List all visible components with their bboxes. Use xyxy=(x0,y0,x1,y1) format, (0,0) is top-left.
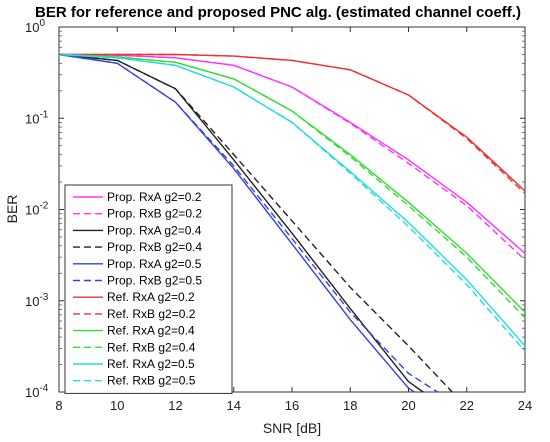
x-tick-label: 10 xyxy=(110,398,124,413)
legend-entry: Ref. RxA g2=0.5 xyxy=(107,357,195,371)
series-line-8 xyxy=(59,53,526,194)
legend-entry: Prop. RxA g2=0.2 xyxy=(107,190,202,204)
y-tick-label: 10-1 xyxy=(25,109,49,126)
y-tick-label: 100 xyxy=(25,18,45,35)
legend-entry: Prop. RxB g2=0.5 xyxy=(107,274,202,288)
x-tick-label: 16 xyxy=(285,398,299,413)
legend: Prop. RxA g2=0.2 Prop. RxB g2=0.2 Prop. Rx… xyxy=(64,184,233,394)
x-tick-label: 18 xyxy=(343,398,357,413)
legend-entry: Ref. RxA g2=0.2 xyxy=(107,290,195,304)
legend-entry: Prop. RxA g2=0.5 xyxy=(107,257,202,271)
legend-entry: Ref. RxB g2=0.4 xyxy=(107,340,196,354)
series-line-6 xyxy=(58,53,438,393)
y-tick-label: 10-2 xyxy=(25,201,49,218)
legend-entry: Ref. RxB g2=0.5 xyxy=(107,374,196,388)
series-line-10 xyxy=(58,53,526,319)
series-line-2 xyxy=(58,53,526,261)
legend-box xyxy=(64,184,233,394)
x-tick-label: 20 xyxy=(401,398,415,413)
x-tick-label: 24 xyxy=(518,398,532,413)
x-tick-label: 22 xyxy=(460,398,474,413)
x-tick-label: 14 xyxy=(227,398,241,413)
chart-title: BER for reference and proposed PNC alg. … xyxy=(35,4,521,21)
series-line-4 xyxy=(58,53,453,393)
x-axis-label: SNR [dB] xyxy=(263,420,321,436)
series-line-12 xyxy=(58,53,526,352)
x-tick-label: 12 xyxy=(168,398,182,413)
axis-ticks: 8 10 12 14 16 18 20 22 24 100 10-1 10-2 10-3 10-4 xyxy=(25,18,532,413)
x-tick-label: 8 xyxy=(55,398,62,413)
series-layer xyxy=(58,53,526,393)
legend-entry: Ref. RxB g2=0.2 xyxy=(107,307,196,321)
legend-entry: Prop. RxA g2=0.4 xyxy=(107,223,202,237)
legend-entry: Ref. RxA g2=0.4 xyxy=(107,324,195,338)
y-axis-label: BER xyxy=(4,195,20,224)
legend-entry: Prop. RxB g2=0.4 xyxy=(107,240,202,254)
y-tick-label: 10-3 xyxy=(25,292,49,309)
legend-entry: Prop. RxB g2=0.2 xyxy=(107,207,202,221)
y-tick-label: 10-4 xyxy=(25,383,49,400)
